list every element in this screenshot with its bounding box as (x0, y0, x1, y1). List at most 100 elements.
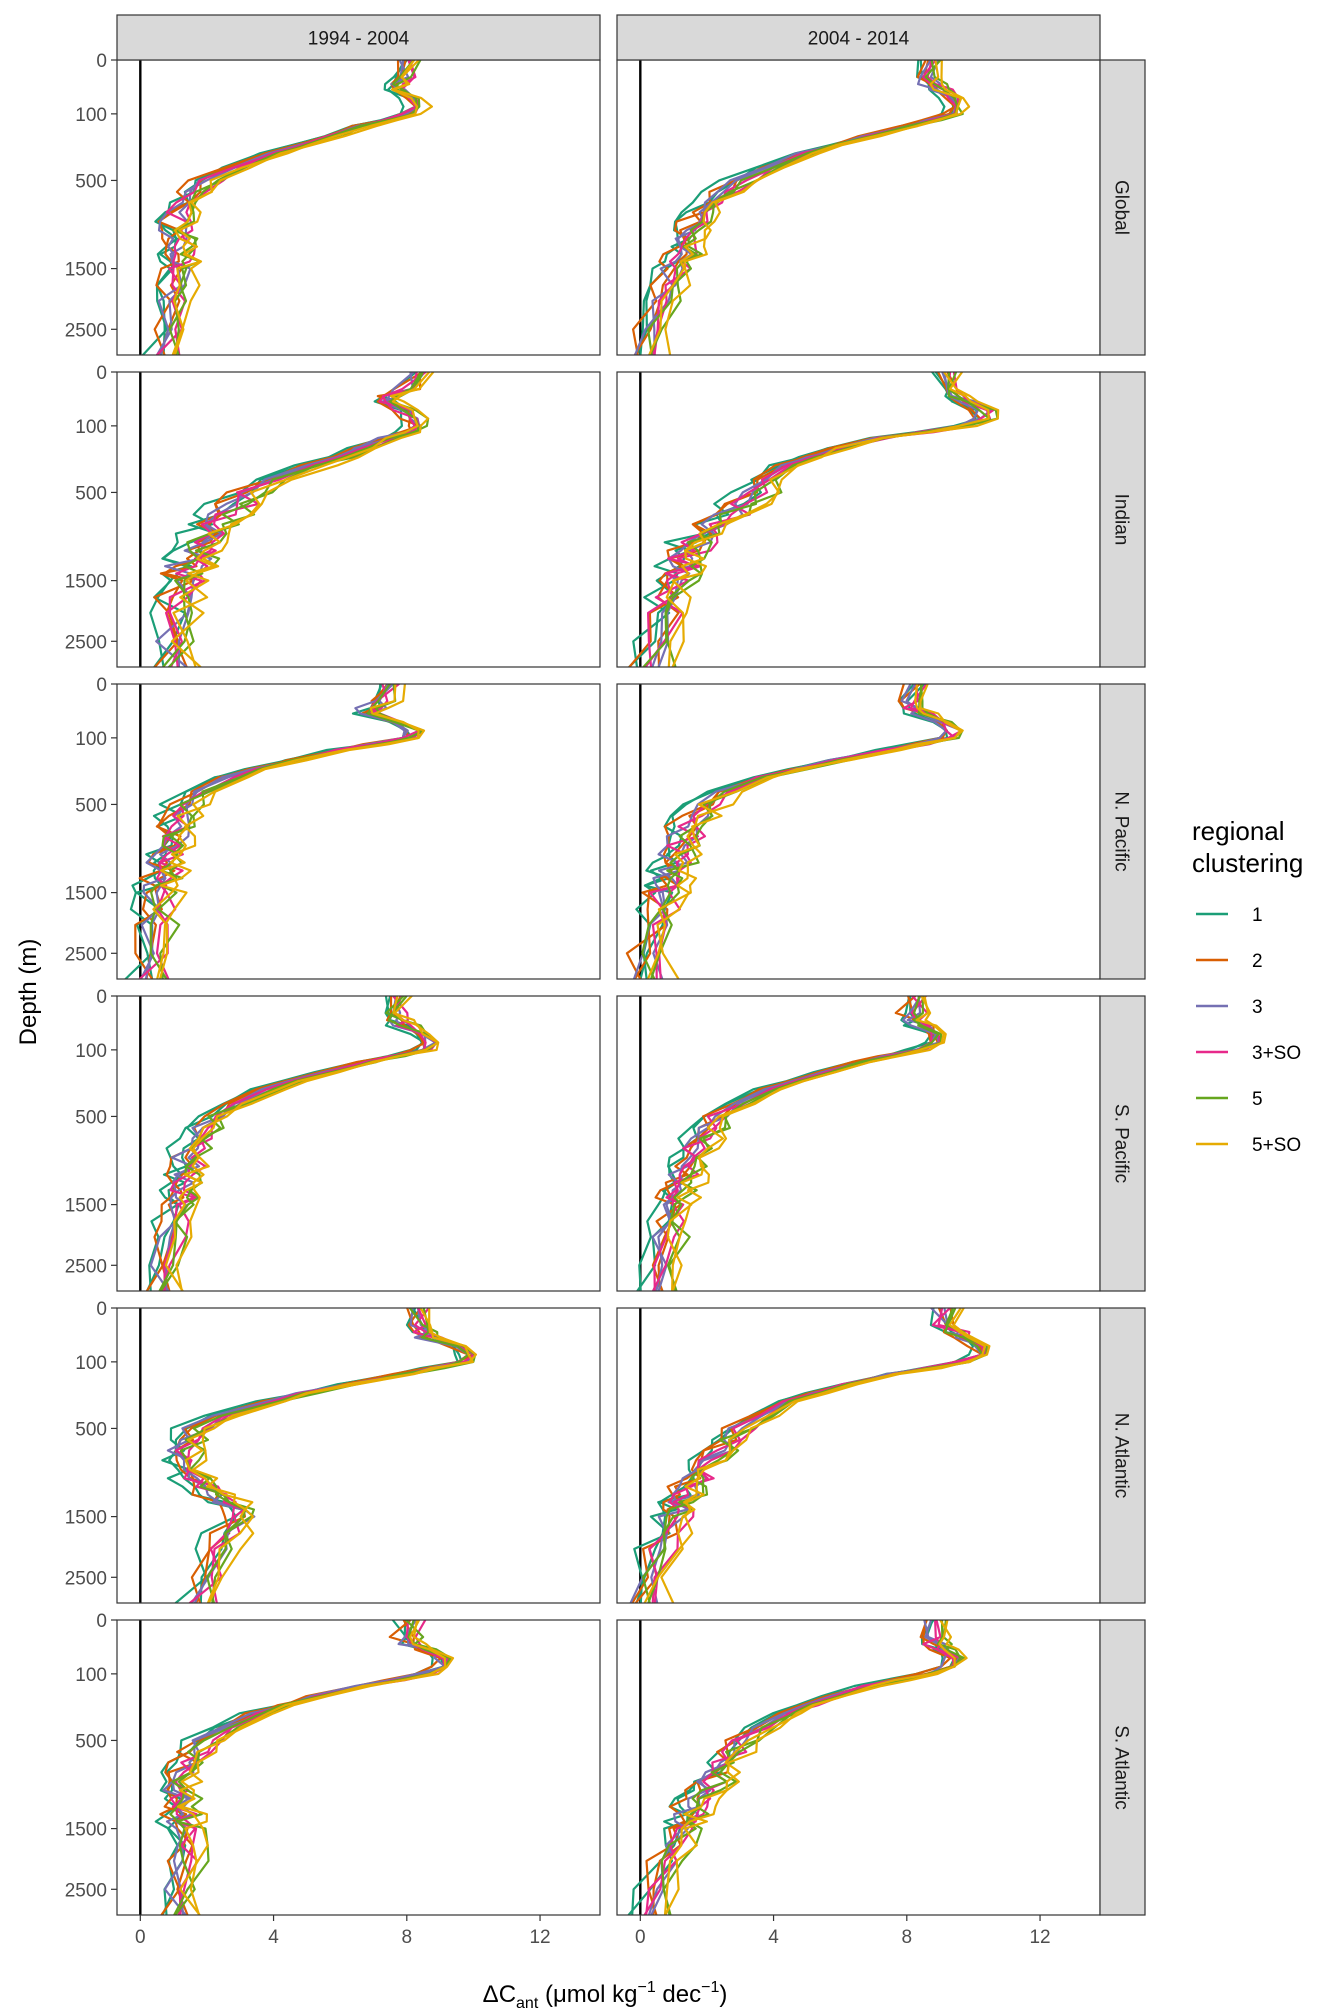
legend-label: 1 (1252, 905, 1263, 926)
axis-layer: 0 100 500 1500 2500 0 100 500 1500 2500 0 100 500 150… (65, 51, 1051, 1948)
series-line-5-so (664, 1620, 956, 1915)
panel-series (139, 996, 440, 1291)
panel-global-1 (116, 59, 601, 356)
series-line-2 (153, 60, 417, 355)
y-tick-label: 2500 (65, 632, 107, 653)
row-strip-s-atlantic (1099, 1619, 1146, 1916)
x-axis-title-part: ant (516, 1995, 539, 2012)
panel-background (617, 1308, 1100, 1603)
row-strip-label: N. Pacific (1111, 791, 1132, 871)
y-tick-label: 0 (96, 363, 107, 384)
panel-border (116, 995, 601, 1292)
series-line-5-so (665, 372, 990, 667)
row-strip-label: Indian (1111, 494, 1132, 546)
y-tick-label: 100 (75, 105, 107, 126)
y-tick-label: 500 (75, 795, 107, 816)
row-strip-n-pacific (1099, 683, 1146, 980)
y-tick-label: 0 (96, 987, 107, 1008)
column-strip-label: 1994 - 2004 (308, 29, 410, 50)
row-strip-indian (1099, 371, 1146, 668)
series-line-3-so (651, 60, 960, 355)
panel-series (627, 1620, 968, 1915)
panel-background (617, 60, 1100, 355)
legend-label: 2 (1252, 951, 1263, 972)
y-tick-label: 100 (75, 1041, 107, 1062)
panel-series (636, 996, 947, 1291)
row-strip-label: S. Pacific (1111, 1104, 1132, 1183)
legend-label: 5 (1252, 1089, 1263, 1110)
row-strip-global (1099, 59, 1146, 356)
x-tick-label: 0 (635, 1927, 646, 1948)
panel-background (617, 372, 1100, 667)
panel-background (617, 1620, 1100, 1915)
y-tick-label: 1500 (65, 260, 107, 281)
y-tick-label: 0 (96, 1299, 107, 1320)
series-line-3 (632, 684, 948, 979)
series-line-5-so (176, 1620, 447, 1915)
series-line-5 (665, 372, 999, 667)
y-tick-label: 0 (96, 1611, 107, 1632)
y-tick-label: 0 (96, 51, 107, 72)
panel-s-atlantic-2 (616, 1619, 1101, 1916)
series-line-5-so (172, 60, 420, 355)
legend-label: 3 (1252, 997, 1263, 1018)
y-tick-label: 1500 (65, 572, 107, 593)
y-tick-label: 500 (75, 171, 107, 192)
y-tick-label: 100 (75, 729, 107, 750)
y-tick-label: 1500 (65, 1820, 107, 1841)
x-axis-title: ΔCant (μmol kg−1 dec−1) (483, 1979, 728, 2012)
y-tick-label: 1500 (65, 1196, 107, 1217)
y-tick-label: 2500 (65, 1880, 107, 1901)
legend-title: regional (1192, 816, 1285, 846)
series-line-5-so (656, 684, 964, 979)
y-tick-label: 2500 (65, 1568, 107, 1589)
series-line-5-so (180, 1620, 455, 1915)
y-tick-label: 500 (75, 1731, 107, 1752)
panel-series (627, 372, 1000, 667)
y-tick-label: 1500 (65, 1508, 107, 1529)
x-axis-title-part: dec (656, 1981, 701, 2008)
series-line-5-so (646, 684, 962, 979)
y-tick-label: 500 (75, 1107, 107, 1128)
panel-n-pacific-1 (116, 683, 601, 980)
x-tick-label: 0 (135, 1927, 146, 1948)
x-tick-label: 8 (402, 1927, 413, 1948)
series-line-3-so (644, 372, 995, 667)
series-line-3-so (155, 60, 418, 355)
legend-label: 3+SO (1252, 1043, 1301, 1064)
y-tick-label: 500 (75, 1419, 107, 1440)
series-line-5-so (171, 60, 433, 355)
y-tick-label: 0 (96, 675, 107, 696)
panel-border (116, 1307, 601, 1604)
panel-n-atlantic-1 (116, 1307, 601, 1604)
series-line-5-so (170, 372, 431, 667)
legend-label: 5+SO (1252, 1135, 1301, 1156)
series-line-1 (154, 1620, 434, 1915)
legend-title: clustering (1192, 848, 1303, 878)
series-line-3-so (653, 60, 958, 355)
row-strip-label: Global (1111, 180, 1132, 235)
series-line-5 (642, 372, 991, 667)
series-line-5-so (660, 1308, 991, 1603)
panel-layer (116, 59, 1101, 1916)
y-tick-label: 2500 (65, 1256, 107, 1277)
y-tick-label: 100 (75, 1353, 107, 1374)
series-line-5-so (663, 1620, 968, 1915)
column-strip-label: 2004 - 2014 (808, 29, 910, 50)
x-axis-title-part: (μmol kg (538, 1981, 637, 2008)
panel-border (116, 1619, 601, 1916)
panel-series (625, 684, 964, 979)
series-line-2 (153, 372, 424, 667)
x-axis-title-part: −1 (637, 1979, 655, 1996)
x-axis-title-part: ) (719, 1981, 727, 2008)
panel-border (116, 371, 601, 668)
x-axis-title-part: −1 (701, 1979, 719, 1996)
series-line-5-so (667, 372, 1000, 667)
panel-indian-1 (116, 371, 601, 668)
series-line-5-so (666, 996, 947, 1291)
x-axis-title-part: ΔC (483, 1981, 516, 2008)
row-strip-label: S. Atlantic (1111, 1725, 1132, 1810)
series-line-1 (639, 60, 946, 355)
series-line-5-so (192, 1308, 477, 1603)
panel-series (139, 1308, 477, 1603)
